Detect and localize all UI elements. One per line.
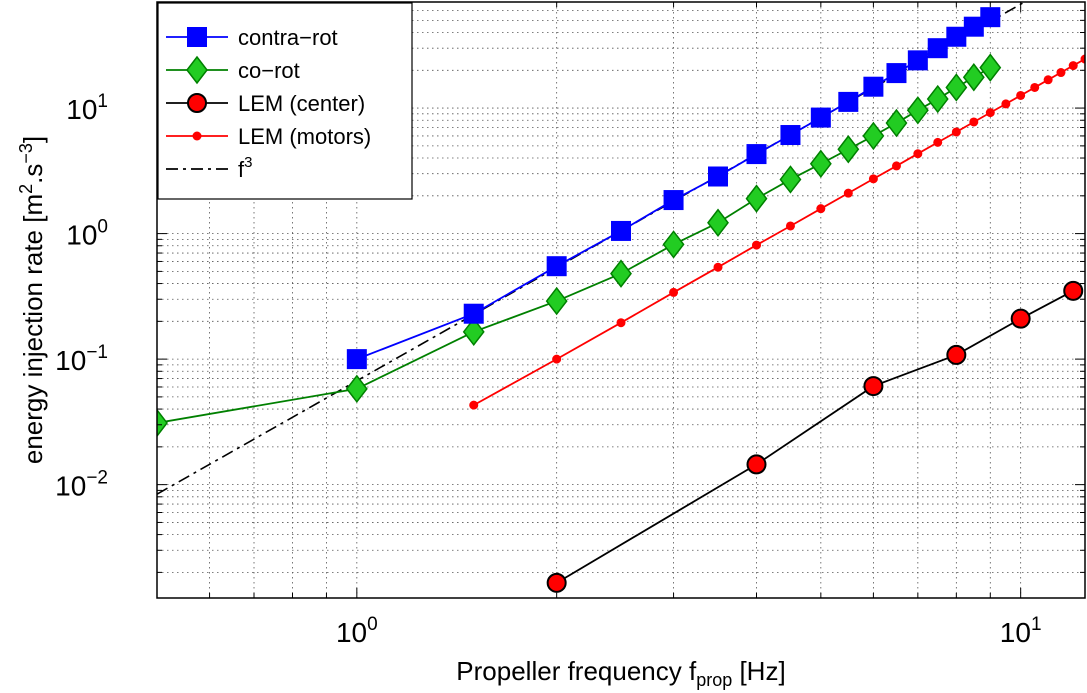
- plot-frame: [156, 1, 1086, 599]
- series-3: [469, 54, 1085, 410]
- legend-label: co−rot: [238, 58, 300, 83]
- data-point: [980, 7, 1001, 28]
- legend-label: f3: [238, 154, 252, 182]
- legend-label: LEM (motors): [238, 124, 371, 149]
- legend-label: contra−rot: [238, 25, 338, 50]
- data-point: [837, 135, 860, 164]
- data-point: [810, 107, 831, 128]
- data-point: [462, 317, 485, 347]
- data-point: [933, 137, 943, 147]
- data-point: [868, 174, 878, 184]
- data-point: [1030, 82, 1040, 92]
- data-point: [546, 256, 567, 277]
- legend-marker: [186, 55, 208, 85]
- data-point: [985, 108, 995, 118]
- series-0: [346, 7, 1001, 370]
- y-axis-label: energy injection rate [m2.s−3]: [16, 136, 48, 464]
- data-point: [1001, 99, 1011, 109]
- y-tick-label: 10−2: [55, 468, 108, 502]
- y-tick-label: 10−1: [55, 342, 108, 376]
- data-point: [663, 190, 684, 211]
- data-point: [345, 374, 368, 404]
- series-layer: [157, 2, 1085, 593]
- data-point: [545, 286, 568, 316]
- data-point: [863, 76, 884, 97]
- data-point: [746, 144, 767, 165]
- data-point: [610, 259, 632, 288]
- data-point: [669, 287, 679, 297]
- data-point: [745, 184, 768, 213]
- data-point: [157, 408, 168, 438]
- x-tick-label: 100: [336, 614, 378, 648]
- data-point: [926, 84, 949, 114]
- legend-entry: LEM (motors): [166, 124, 371, 149]
- data-point: [1016, 90, 1026, 100]
- legend-entry: f3: [166, 154, 252, 182]
- legend-entry: LEM (center): [166, 91, 365, 116]
- data-point: [1063, 280, 1084, 301]
- data-point: [1080, 54, 1085, 64]
- data-point: [346, 349, 367, 370]
- data-point: [951, 127, 961, 137]
- data-point: [1010, 308, 1031, 329]
- data-point: [863, 376, 884, 397]
- legend-marker: [187, 93, 207, 113]
- legend-marker: [192, 131, 202, 141]
- data-point: [707, 208, 729, 237]
- data-point: [862, 121, 885, 151]
- data-point: [713, 262, 723, 272]
- data-point: [780, 125, 801, 146]
- data-point: [469, 400, 479, 410]
- legend-label: LEM (center): [238, 91, 365, 116]
- data-point: [927, 38, 948, 59]
- legend: contra−rot co−rot LEM (center) LEM (motors)…: [157, 2, 413, 200]
- data-point: [616, 318, 626, 328]
- series-2: [546, 280, 1084, 593]
- y-tick-label: 101: [66, 91, 108, 125]
- legend-entry: co−rot: [166, 55, 300, 85]
- legend-entry: contra−rot: [166, 25, 338, 50]
- y-tick-label: 100: [66, 217, 108, 251]
- data-point: [1043, 75, 1053, 85]
- data-point: [886, 63, 907, 84]
- data-point: [1056, 68, 1066, 78]
- data-point: [463, 303, 484, 324]
- data-point: [913, 149, 923, 159]
- data-point: [979, 53, 1002, 82]
- data-point: [885, 108, 908, 138]
- data-point: [785, 221, 795, 231]
- data-point: [708, 166, 729, 187]
- x-axis-label: Propeller frequency fprop [Hz]: [456, 656, 785, 690]
- data-point: [662, 230, 685, 259]
- data-point: [816, 204, 826, 214]
- data-point: [946, 26, 967, 47]
- series-1: [157, 53, 1002, 438]
- data-point: [552, 354, 562, 364]
- data-point: [809, 149, 832, 179]
- data-point: [945, 73, 968, 102]
- data-point: [746, 454, 767, 475]
- legend-marker: [187, 27, 207, 47]
- x-tick-label: 101: [1000, 614, 1042, 648]
- data-point: [946, 344, 967, 365]
- data-point: [969, 117, 979, 127]
- data-point: [752, 240, 762, 250]
- data-point: [906, 96, 929, 125]
- data-point: [546, 572, 567, 593]
- data-point: [891, 161, 901, 171]
- data-point: [838, 91, 859, 112]
- data-point: [843, 188, 853, 198]
- data-point: [962, 63, 985, 92]
- data-point: [611, 220, 631, 241]
- data-point: [907, 50, 928, 71]
- data-point: [1068, 61, 1078, 71]
- data-point: [779, 165, 802, 194]
